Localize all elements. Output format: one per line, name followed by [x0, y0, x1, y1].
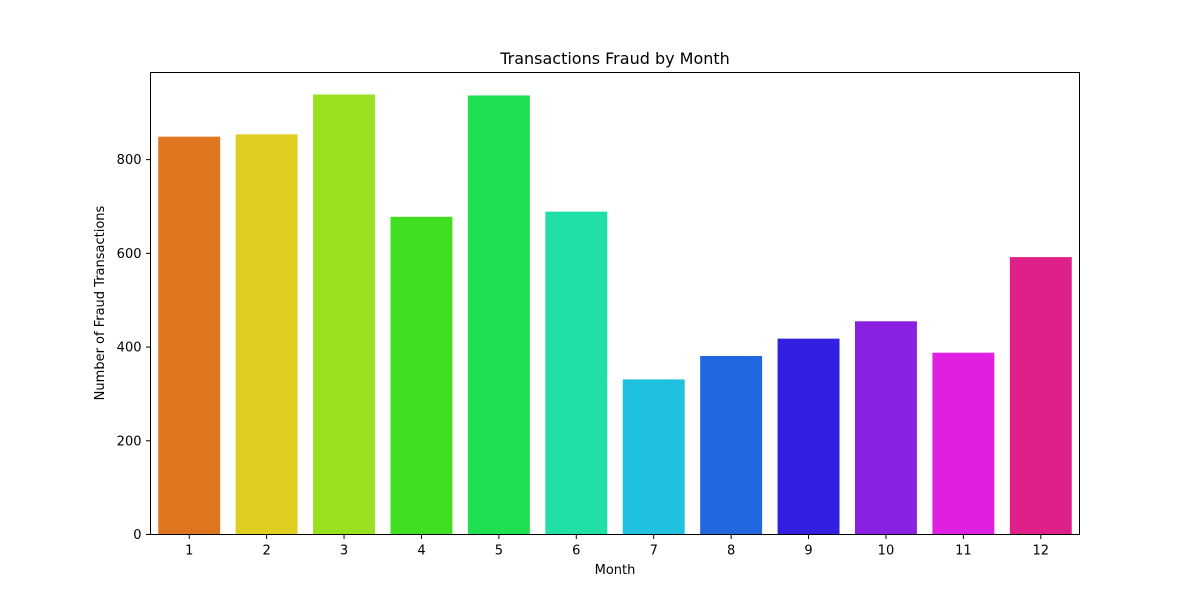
- bar-month-1: [158, 136, 221, 535]
- plot-area-frame: [150, 72, 1080, 535]
- y-tick-label: 200: [117, 434, 142, 449]
- y-tick-label: 0: [133, 528, 141, 543]
- x-tick-label: 1: [185, 544, 193, 559]
- x-tick-label: 9: [804, 544, 812, 559]
- chart-title: Transactions Fraud by Month: [499, 49, 730, 68]
- bar-month-9: [777, 338, 840, 535]
- bar-month-3: [313, 94, 376, 535]
- y-tick-label: 600: [117, 247, 142, 262]
- x-tick-label: 4: [417, 544, 425, 559]
- y-tick-label: 800: [117, 153, 142, 168]
- x-tick-label: 2: [262, 544, 270, 559]
- y-axis-title: Number of Fraud Transactions: [93, 205, 108, 400]
- bar-month-6: [545, 211, 608, 535]
- bar-month-5: [467, 95, 530, 535]
- bar-month-8: [700, 355, 763, 535]
- x-tick-label: 11: [955, 544, 972, 559]
- x-tick-label: 5: [495, 544, 503, 559]
- x-tick-label: 7: [650, 544, 658, 559]
- bar-month-10: [854, 321, 917, 535]
- bar-month-7: [622, 379, 685, 535]
- x-tick-label: 3: [340, 544, 348, 559]
- bar-month-11: [932, 352, 995, 535]
- x-tick-label: 12: [1033, 544, 1050, 559]
- x-tick-label: 6: [572, 544, 580, 559]
- y-tick-label: 400: [117, 341, 142, 356]
- bars-layer: [158, 94, 1072, 535]
- bar-month-4: [390, 216, 453, 535]
- x-axis-title: Month: [595, 563, 636, 578]
- x-tick-label: 8: [727, 544, 735, 559]
- bar-month-2: [235, 134, 298, 535]
- x-tick-label: 10: [878, 544, 895, 559]
- bar-month-12: [1009, 257, 1072, 535]
